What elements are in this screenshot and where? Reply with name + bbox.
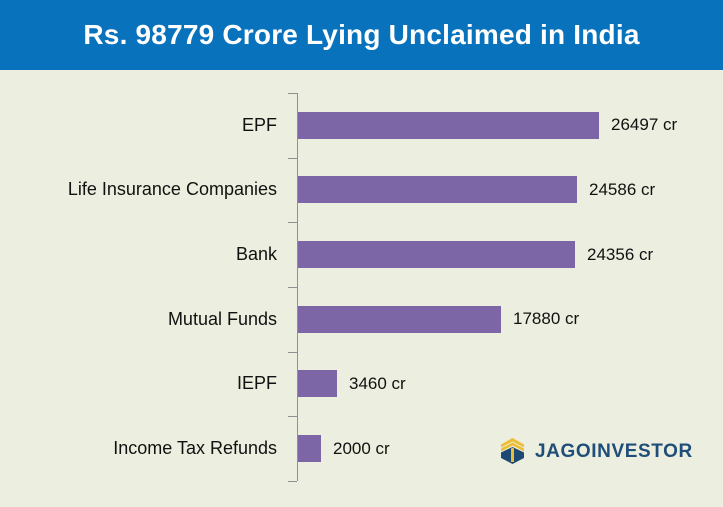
bar-row: EPF 26497 cr — [0, 93, 723, 158]
axis-tick — [288, 416, 297, 417]
bar — [298, 111, 599, 139]
jagoinvestor-logo: JAGOINVESTOR — [499, 438, 693, 466]
axis-tick — [288, 222, 297, 223]
bar-row: Mutual Funds 17880 cr — [0, 287, 723, 352]
bar-row: Bank 24356 cr — [0, 222, 723, 287]
category-label: IEPF — [236, 373, 277, 394]
bar-row: IEPF 3460 cr — [0, 352, 723, 417]
title-banner: Rs. 98779 Crore Lying Unclaimed in India — [0, 0, 723, 70]
jagoinvestor-house-icon — [501, 438, 524, 464]
category-label: EPF — [241, 114, 277, 135]
bar — [298, 370, 337, 398]
axis-tick — [288, 481, 297, 482]
category-label: Income Tax Refunds — [113, 438, 277, 459]
category-label: Bank — [235, 244, 277, 265]
axis-tick — [288, 287, 297, 288]
category-label: Mutual Funds — [167, 308, 277, 329]
value-label: 2000 cr — [333, 438, 390, 458]
page-title: Rs. 98779 Crore Lying Unclaimed in India — [83, 19, 640, 50]
bar — [298, 241, 575, 269]
value-label: 3460 cr — [349, 373, 406, 393]
category-axis-line — [297, 93, 298, 481]
bar-chart: EPF 26497 cr Life Insurance Companies 24586… — [0, 93, 723, 481]
value-label: 26497 cr — [611, 115, 678, 135]
logo-wordmark: JAGOINVESTOR — [535, 441, 693, 462]
axis-tick — [288, 352, 297, 353]
value-label: 24356 cr — [587, 244, 654, 264]
bar — [298, 176, 577, 204]
axis-tick — [288, 158, 297, 159]
bar-row: Life Insurance Companies 24586 cr — [0, 158, 723, 223]
category-label: Life Insurance Companies — [67, 179, 277, 200]
axis-tick — [288, 93, 297, 94]
value-label: 17880 cr — [513, 309, 580, 329]
bar — [298, 305, 501, 333]
bar-row: Income Tax Refunds 2000 cr — [0, 416, 723, 481]
value-label: 24586 cr — [589, 179, 656, 199]
bar — [298, 435, 321, 463]
